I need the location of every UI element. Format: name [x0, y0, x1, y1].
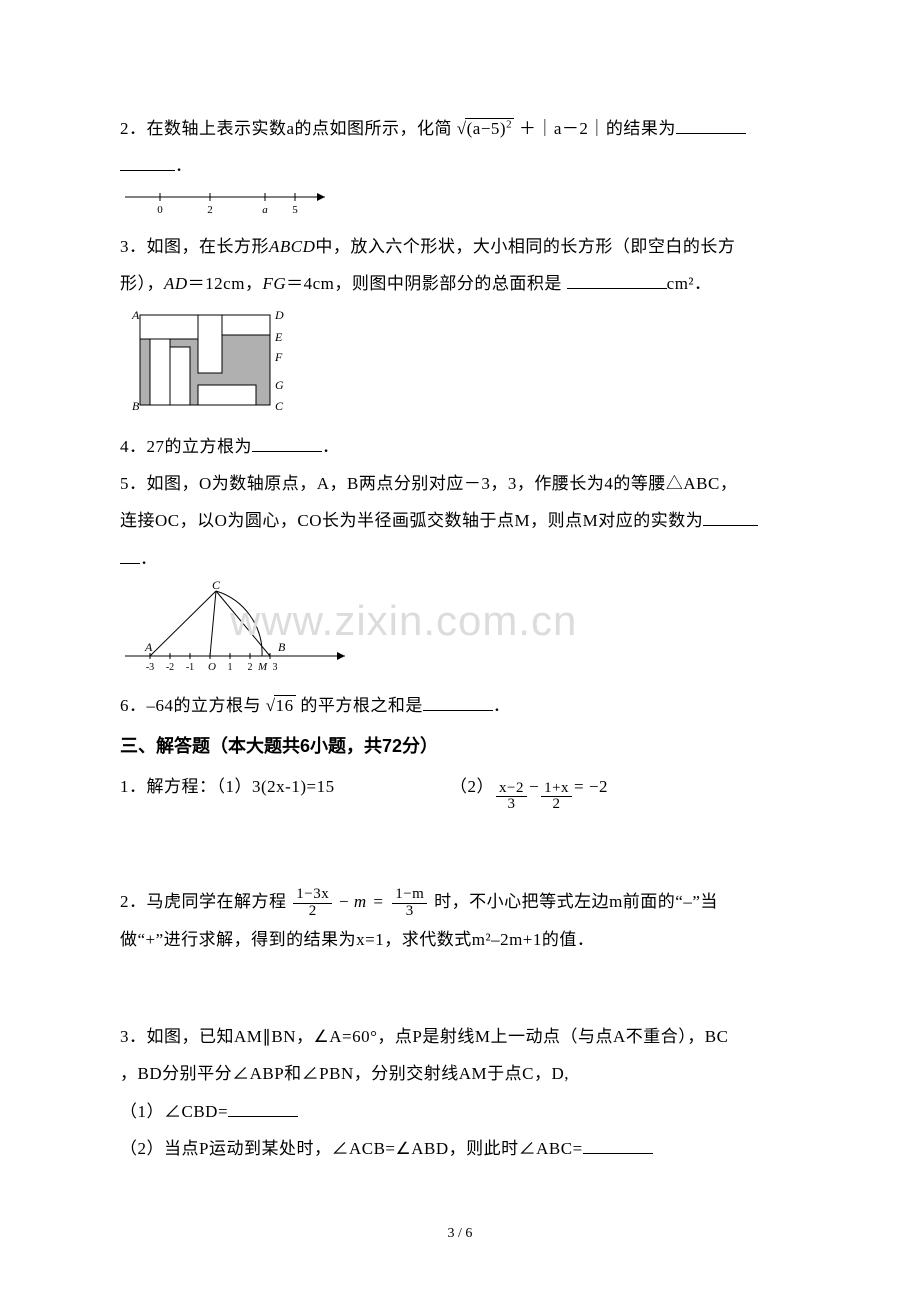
q2-trail: ．: [175, 156, 193, 175]
q3-line1: 3．如图，在长方形ABCD中，放入六个形状，大小相同的长方形（即空白的长方: [120, 228, 800, 265]
blank: [567, 271, 667, 289]
svg-text:C: C: [275, 399, 284, 413]
blank: [583, 1136, 653, 1154]
q4-text: 4．27的立方根为: [120, 437, 252, 456]
p2-mid1: −: [339, 892, 349, 911]
p2-line2: 做“+”进行求解，得到的结果为x=1，求代数式m²–2m+1的值．: [120, 921, 800, 958]
spacer: [120, 958, 800, 1018]
p3-s2-text: （2）当点P运动到某处时，∠ACB=∠ABD，则此时∠ABC=: [120, 1139, 583, 1158]
svg-text:D: D: [274, 308, 284, 322]
q6-a: 6．–64的立方根与: [120, 696, 261, 715]
blank: [423, 693, 493, 711]
q2-prefix: 2．在数轴上表示实数a的点如图所示，化简: [120, 119, 452, 138]
svg-text:5: 5: [292, 204, 298, 216]
q2-line2: ．: [120, 147, 800, 184]
q3-line2: 形），AD＝12cm，FG＝4cm，则图中阴影部分的总面积是 cm²．: [120, 265, 800, 302]
section-3-title: 三、解答题（本大题共6小题，共72分）: [120, 725, 800, 768]
page-number: 3 / 6: [0, 1226, 920, 1242]
fraction-3: 1−3x2: [293, 887, 332, 920]
q6-rad: 16: [274, 695, 296, 715]
svg-text:F: F: [274, 350, 283, 364]
p1-eq: = −2: [574, 768, 608, 805]
p3-s1: （1）∠CBD=: [120, 1093, 800, 1130]
q5-l2-text: 连接OC，以O为圆心，CO长为半径画弧交数轴于点M，则点M对应的实数为: [120, 511, 703, 530]
q6-period: ．: [493, 696, 511, 715]
p1-line: 1．解方程：（1）3(2x-1)=15 （2） x−23 − 1+x2 = −2: [120, 768, 800, 814]
svg-text:1: 1: [228, 662, 233, 673]
p2-line1: 2．马虎同学在解方程 1−3x2 − m = 1−m3 时，不小心把等式左边m前…: [120, 883, 800, 920]
q5-l2: 连接OC，以O为圆心，CO长为半径画弧交数轴于点M，则点M对应的实数为: [120, 502, 800, 539]
q3-l1b: 中，放入六个形状，大小相同的长方形（即空白的长方: [315, 237, 735, 256]
svg-text:B: B: [278, 640, 286, 654]
q5-l3: ．: [120, 540, 800, 577]
blank: [120, 153, 175, 171]
q2-mid: ＋｜a－2｜的结果为: [519, 119, 676, 138]
svg-text:O: O: [208, 661, 216, 673]
blank: [676, 116, 746, 134]
svg-text:A: A: [131, 308, 140, 322]
svg-text:-2: -2: [166, 662, 174, 673]
p3-l1: 3．如图，已知AM∥BN，∠A=60°，点P是射线M上一动点（与点A不重合），B…: [120, 1018, 800, 1055]
q3-eq2: ＝4cm，则图中阴影部分的总面积是: [286, 274, 567, 293]
q5-period: ．: [140, 549, 158, 568]
p3-s2: （2）当点P运动到某处时，∠ACB=∠ABD，则此时∠ABC=: [120, 1130, 800, 1167]
svg-text:M: M: [257, 661, 268, 673]
spacer: [120, 813, 800, 883]
q6-line: 6．–64的立方根与 √16 的平方根之和是 ．: [120, 687, 800, 724]
rectangle-diagram-icon: A D E F G C B: [120, 307, 310, 417]
q2-radicand: (a−5): [467, 119, 506, 138]
svg-text:a: a: [262, 204, 268, 216]
sqrt-expression: √(a−5)2: [457, 110, 514, 147]
svg-text:3: 3: [273, 662, 278, 673]
blank: [252, 434, 322, 452]
q4-period: ．: [322, 437, 340, 456]
q3-unit: cm²．: [667, 274, 712, 293]
svg-text:C: C: [212, 581, 221, 592]
minus: −: [529, 768, 539, 805]
p2-b: 时，不小心把等式左边m前面的“–”当: [434, 892, 718, 911]
abcd: ABCD: [269, 237, 315, 256]
svg-text:E: E: [274, 330, 283, 344]
q5-l1: 5．如图，O为数轴原点，A，B两点分别对应－3，3，作腰长为4的等腰△ABC，: [120, 465, 800, 502]
q3-figure: A D E F G C B: [120, 307, 800, 422]
fraction-1: x−23: [496, 781, 527, 814]
svg-text:-3: -3: [146, 662, 154, 673]
sqrt-16: √16: [266, 687, 296, 724]
svg-text:2: 2: [207, 204, 213, 216]
svg-text:B: B: [132, 399, 140, 413]
p1-part2-label: （2）: [450, 768, 494, 805]
number-line-icon: 0 2 a 5: [120, 189, 340, 217]
q3-l1a: 3．如图，在长方形: [120, 237, 269, 256]
svg-text:G: G: [275, 378, 284, 392]
p3-s1-text: （1）∠CBD=: [120, 1102, 228, 1121]
triangle-arc-icon: -3 -2 -1 1 2 3 A B O M C: [120, 581, 360, 676]
p1-part1: 1．解方程：（1）3(2x-1)=15: [120, 768, 450, 805]
svg-text:A: A: [144, 640, 153, 654]
blank: [120, 546, 140, 564]
fraction-4: 1−m3: [392, 887, 427, 920]
q2-exp: 2: [506, 118, 512, 130]
p2-m: m: [354, 892, 367, 911]
q2-figure: 0 2 a 5: [120, 189, 800, 222]
q2-line1: 2．在数轴上表示实数a的点如图所示，化简 √(a−5)2 ＋｜a－2｜的结果为: [120, 110, 800, 147]
blank: [228, 1099, 298, 1117]
p2-a: 2．马虎同学在解方程: [120, 892, 287, 911]
p3-l2: ，BD分别平分∠ABP和∠PBN，分别交射线AM于点C，D,: [120, 1055, 800, 1092]
fg: FG: [262, 274, 286, 293]
q4-line: 4．27的立方根为 ．: [120, 428, 800, 465]
ad: AD: [164, 274, 188, 293]
q3-eq1: ＝12cm，: [188, 274, 263, 293]
q5-figure: -3 -2 -1 1 2 3 A B O M C: [120, 581, 800, 681]
q3-l2a: 形），: [120, 274, 164, 293]
svg-text:0: 0: [157, 204, 163, 216]
svg-text:-1: -1: [186, 662, 194, 673]
svg-text:2: 2: [248, 662, 253, 673]
document-page: www.zixin.com.cn 2．在数轴上表示实数a的点如图所示，化简 √(…: [0, 0, 920, 1302]
fraction-2: 1+x2: [541, 781, 572, 814]
q6-b: 的平方根之和是: [300, 696, 423, 715]
blank: [703, 508, 758, 526]
p2-eq: =: [371, 892, 385, 911]
